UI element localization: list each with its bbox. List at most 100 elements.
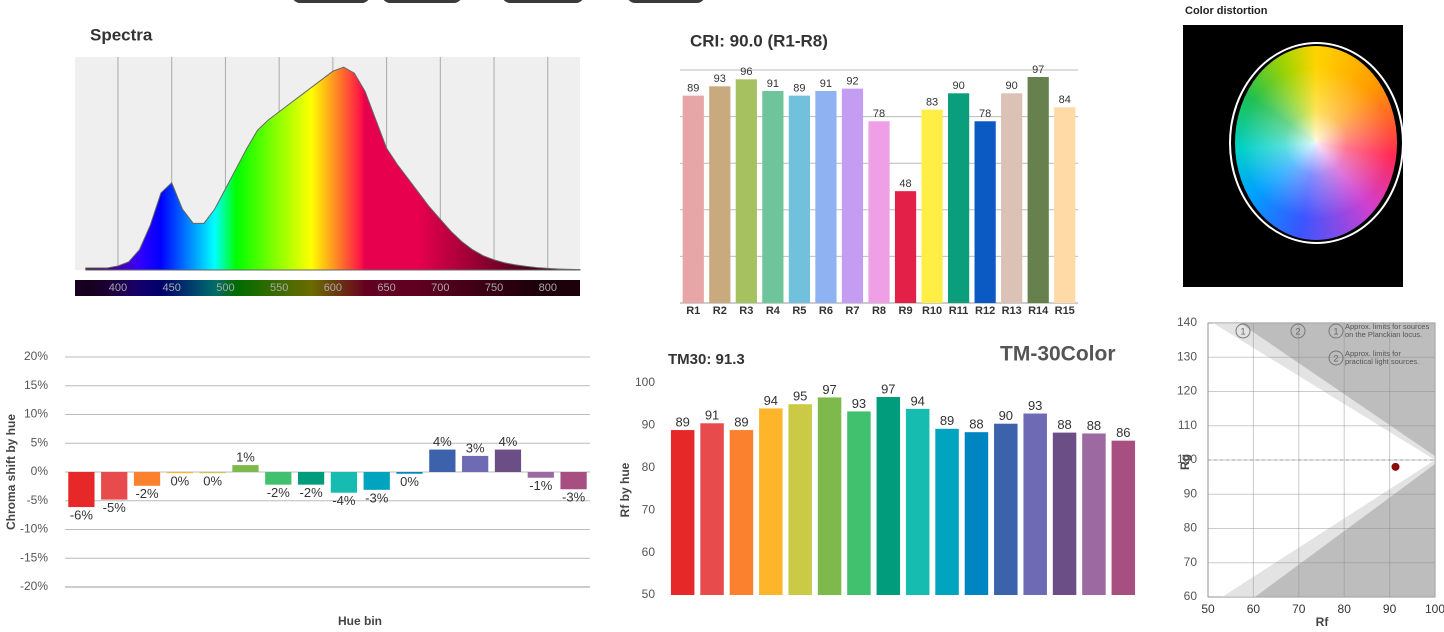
bar bbox=[935, 428, 959, 595]
value-label: 4% bbox=[499, 434, 518, 449]
bar bbox=[1027, 76, 1049, 304]
bar bbox=[905, 408, 930, 595]
bar bbox=[841, 88, 864, 303]
note-text: Approx. limits for bbox=[1345, 349, 1401, 358]
y-axis-title: Rf by hue bbox=[618, 462, 632, 517]
note-marker bbox=[1328, 350, 1344, 366]
bar bbox=[974, 121, 996, 303]
bar bbox=[894, 191, 917, 303]
value-label: 83 bbox=[926, 97, 938, 109]
value-label: 48 bbox=[899, 178, 911, 190]
bar bbox=[166, 472, 193, 474]
bar bbox=[297, 472, 325, 485]
value-label: 92 bbox=[846, 76, 858, 88]
value-label: 89 bbox=[675, 415, 689, 430]
bar bbox=[265, 472, 292, 485]
x-tick-label: 650 bbox=[377, 282, 395, 294]
value-label: 97 bbox=[1032, 64, 1044, 76]
x-tick-label: 750 bbox=[485, 282, 503, 294]
y-tick-label: 60 bbox=[1184, 589, 1198, 603]
value-label: 91 bbox=[705, 408, 719, 423]
tab[interactable] bbox=[382, 0, 462, 3]
x-tick-label: R4 bbox=[766, 305, 781, 317]
value-label: 96 bbox=[740, 66, 752, 78]
bar bbox=[1023, 413, 1047, 595]
y-tick-label: 0% bbox=[31, 464, 49, 478]
note-number: 2 bbox=[1333, 353, 1338, 363]
point bbox=[1391, 462, 1400, 471]
value-label: 78 bbox=[873, 108, 885, 120]
bar bbox=[817, 397, 842, 595]
bar bbox=[788, 404, 812, 595]
note-text: on the Planckian locus. bbox=[1345, 330, 1422, 339]
bar bbox=[788, 95, 811, 303]
bar bbox=[1001, 93, 1023, 303]
y-tick-label: 70 bbox=[1184, 555, 1198, 569]
x-tick-label: R14 bbox=[1028, 305, 1049, 317]
chart-title: TM30: 91.3 bbox=[668, 351, 745, 368]
tab[interactable] bbox=[292, 0, 370, 3]
x-tick-label: R1 bbox=[686, 305, 700, 317]
x-tick-label: 800 bbox=[539, 282, 557, 294]
value-label: 93 bbox=[1028, 398, 1042, 413]
y-tick-label: 140 bbox=[1177, 315, 1197, 329]
chart-title: CRI: 90.0 (R1-R8) bbox=[690, 31, 828, 50]
y-tick-label: 110 bbox=[1178, 418, 1197, 432]
note-marker bbox=[1290, 323, 1306, 339]
value-label: 1% bbox=[236, 450, 255, 465]
y-tick-label: 80 bbox=[1184, 521, 1198, 535]
region-limit-2 bbox=[1240, 323, 1435, 456]
x-tick-label: R10 bbox=[922, 305, 942, 317]
value-label: -4% bbox=[332, 493, 356, 508]
bar bbox=[735, 79, 757, 303]
x-tick-label: R13 bbox=[1002, 305, 1022, 317]
bar bbox=[133, 472, 161, 486]
bar bbox=[1054, 107, 1076, 303]
x-tick-label: 700 bbox=[431, 282, 449, 294]
distortion-title: Color distortion bbox=[1185, 5, 1268, 17]
value-label: -2% bbox=[267, 485, 291, 500]
x-tick-label: 400 bbox=[109, 282, 127, 294]
y-tick-label: 50 bbox=[642, 587, 656, 601]
bar bbox=[670, 430, 695, 595]
value-label: -3% bbox=[365, 490, 389, 505]
y-tick-label: 120 bbox=[1177, 384, 1197, 398]
note-text: Approx. limits for sources bbox=[1345, 322, 1429, 331]
y-tick-label: -15% bbox=[20, 550, 48, 564]
bar bbox=[101, 472, 128, 500]
bar bbox=[363, 472, 390, 490]
tab[interactable] bbox=[502, 0, 584, 3]
value-label: 95 bbox=[793, 389, 807, 404]
note-text: practical light sources. bbox=[1345, 357, 1419, 366]
x-tick-label: R3 bbox=[739, 305, 753, 317]
bar bbox=[68, 472, 95, 508]
y-axis-title: Chroma shift by hue bbox=[4, 414, 18, 530]
x-tick-label: 90 bbox=[1383, 602, 1397, 616]
bar bbox=[462, 455, 489, 472]
x-tick-label: R6 bbox=[819, 305, 833, 317]
bar bbox=[1052, 432, 1077, 595]
note-number: 2 bbox=[1295, 326, 1300, 336]
y-tick-label: 90 bbox=[1184, 486, 1198, 500]
x-tick-label: 600 bbox=[324, 282, 342, 294]
tab[interactable] bbox=[627, 0, 705, 3]
note-marker bbox=[1235, 323, 1251, 339]
bar bbox=[494, 449, 522, 472]
x-tick-label: R8 bbox=[872, 305, 886, 317]
value-label: 78 bbox=[979, 108, 991, 120]
bar bbox=[1082, 433, 1106, 595]
value-label: -1% bbox=[529, 478, 553, 493]
bar bbox=[994, 423, 1018, 595]
y-tick-label: -20% bbox=[20, 579, 48, 593]
reference-circle bbox=[1229, 42, 1404, 244]
note-number: 1 bbox=[1333, 326, 1338, 336]
note-marker bbox=[1328, 323, 1344, 339]
bar bbox=[560, 472, 587, 490]
value-label: -5% bbox=[103, 500, 127, 515]
value-label: -3% bbox=[562, 490, 586, 505]
value-label: 3% bbox=[466, 440, 485, 455]
bar bbox=[921, 109, 943, 303]
value-label: 93 bbox=[714, 73, 726, 85]
x-tick-label: 100 bbox=[1425, 602, 1444, 616]
